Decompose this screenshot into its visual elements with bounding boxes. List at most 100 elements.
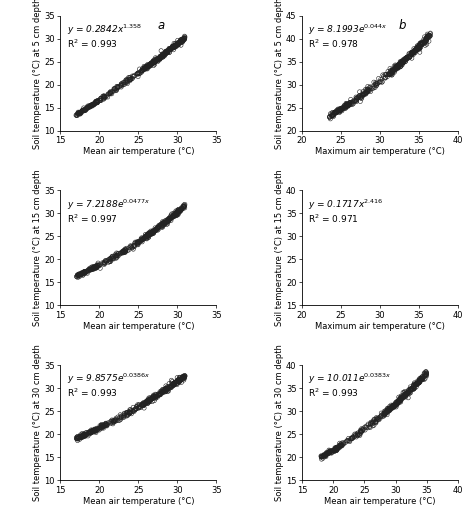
Point (343, 102, 351, 111)
Point (129, 72, 136, 80)
Point (148, 394, 156, 403)
Point (159, 388, 166, 396)
Point (145, 397, 153, 405)
Point (424, 30, 431, 38)
Point (413, 42, 421, 50)
Point (397, 394, 405, 402)
Point (172, 41, 179, 49)
Point (146, 396, 153, 404)
Point (163, 218, 171, 226)
Point (88, 263, 96, 271)
Point (345, 101, 352, 110)
Point (169, 43, 177, 51)
Point (166, 214, 174, 223)
Point (412, 46, 419, 54)
Point (179, 373, 187, 381)
Point (331, 447, 338, 455)
Point (100, 422, 107, 431)
Point (322, 452, 329, 460)
Point (163, 47, 171, 56)
Point (338, 105, 345, 114)
Point (333, 444, 340, 452)
Point (86, 103, 93, 111)
Point (417, 41, 425, 49)
Point (422, 35, 430, 44)
Point (394, 64, 402, 72)
Point (342, 104, 349, 112)
Point (78, 270, 85, 278)
Point (139, 400, 146, 408)
Point (352, 431, 359, 440)
Point (162, 385, 170, 393)
Point (176, 39, 183, 47)
Point (151, 226, 159, 235)
Point (134, 239, 142, 247)
Point (391, 401, 399, 409)
Point (87, 426, 95, 434)
Point (76, 432, 84, 441)
Point (80, 430, 87, 438)
Point (77, 432, 84, 441)
Point (392, 63, 399, 71)
Point (113, 83, 120, 91)
Point (126, 407, 133, 416)
Point (388, 402, 396, 411)
Point (356, 91, 363, 100)
Point (395, 61, 403, 70)
Point (392, 400, 400, 408)
Point (326, 448, 334, 457)
Point (105, 419, 112, 427)
Text: R$^2$ = 0.993: R$^2$ = 0.993 (308, 387, 359, 399)
Point (157, 390, 164, 398)
Point (336, 106, 343, 115)
Point (123, 76, 131, 84)
Point (397, 59, 405, 67)
Point (173, 211, 180, 220)
Point (175, 205, 182, 213)
Point (91, 427, 99, 435)
Point (422, 35, 430, 44)
Point (146, 397, 153, 405)
Point (124, 77, 131, 86)
Point (80, 432, 87, 441)
Point (180, 373, 188, 381)
Point (179, 38, 186, 46)
Point (400, 58, 408, 66)
Point (139, 236, 146, 244)
Point (157, 54, 164, 62)
Point (171, 209, 178, 217)
Point (95, 262, 103, 270)
Point (128, 243, 136, 251)
Point (85, 429, 92, 437)
Point (176, 375, 183, 384)
Point (396, 60, 403, 69)
Point (73, 271, 81, 280)
Point (164, 383, 172, 391)
Point (74, 109, 81, 117)
Point (400, 57, 407, 65)
Point (159, 51, 166, 60)
Point (143, 397, 150, 405)
Point (162, 387, 169, 395)
Point (390, 402, 397, 410)
Point (178, 37, 186, 46)
Point (145, 396, 152, 404)
Point (326, 113, 333, 121)
Point (111, 416, 119, 425)
Point (158, 220, 165, 228)
Point (133, 240, 141, 248)
Point (141, 64, 148, 73)
Point (92, 98, 99, 106)
Point (425, 31, 433, 39)
Point (180, 203, 188, 211)
Point (144, 399, 152, 407)
Point (419, 372, 426, 380)
Point (343, 101, 350, 109)
Point (123, 408, 131, 417)
Point (154, 391, 162, 400)
Point (146, 231, 153, 239)
Point (80, 431, 87, 440)
Point (180, 373, 188, 381)
Point (144, 62, 152, 71)
Point (151, 59, 158, 67)
